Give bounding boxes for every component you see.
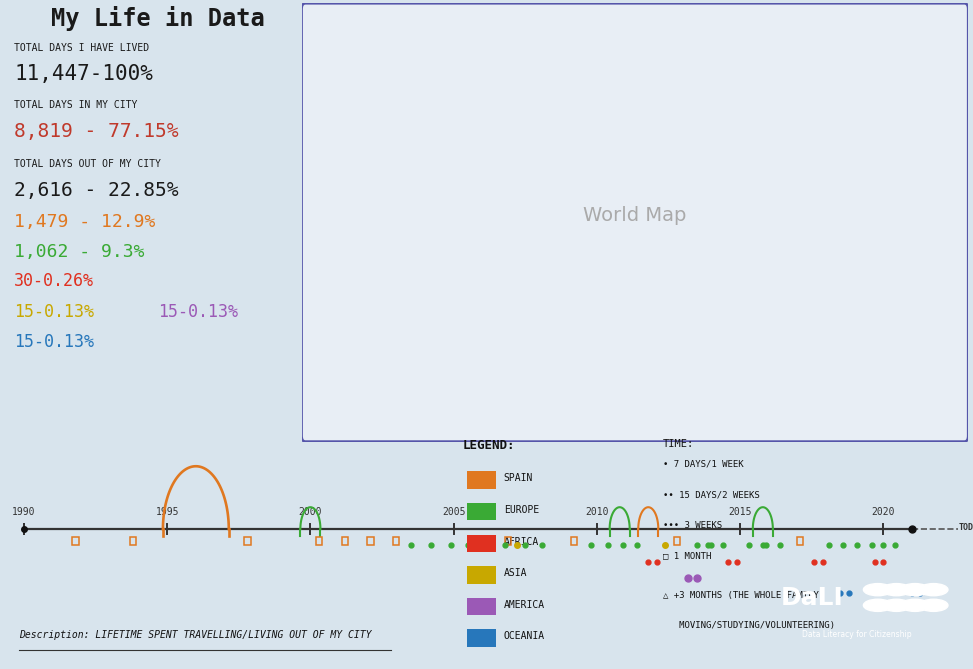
Circle shape	[863, 583, 892, 595]
Bar	[129, 537, 136, 545]
Text: TOTAL DAYS IN MY CITY: TOTAL DAYS IN MY CITY	[14, 100, 137, 110]
Bar	[244, 537, 251, 545]
Text: 2000: 2000	[299, 506, 322, 516]
Text: My Life in Data: My Life in Data	[52, 6, 265, 31]
Text: 2010: 2010	[585, 506, 608, 516]
Bar	[467, 630, 496, 647]
Text: □ 1 MONTH: □ 1 MONTH	[663, 551, 711, 560]
Text: 15-0.13%: 15-0.13%	[14, 302, 94, 320]
Text: EUROPE: EUROPE	[504, 505, 539, 515]
Text: TOTAL DAYS OUT OF MY CITY: TOTAL DAYS OUT OF MY CITY	[14, 159, 161, 169]
Text: MOVING/STUDYING/VOLUNTEERING): MOVING/STUDYING/VOLUNTEERING)	[663, 622, 835, 630]
Text: Data Literacy for Citizenship: Data Literacy for Citizenship	[803, 630, 912, 640]
Bar	[467, 598, 496, 615]
FancyBboxPatch shape	[302, 3, 968, 442]
Bar	[316, 537, 322, 545]
Bar	[673, 537, 680, 545]
Text: 15-0.13%: 15-0.13%	[14, 333, 94, 351]
Circle shape	[882, 599, 911, 611]
Circle shape	[919, 599, 948, 611]
Text: AMERICA: AMERICA	[504, 600, 545, 609]
Text: AFRICA: AFRICA	[504, 537, 539, 547]
Bar	[571, 537, 577, 545]
Text: TIME:: TIME:	[663, 439, 694, 448]
Bar	[797, 537, 803, 545]
Text: 1990: 1990	[13, 506, 36, 516]
Text: 1,062 - 9.3%: 1,062 - 9.3%	[14, 243, 145, 261]
Bar	[505, 537, 511, 545]
Circle shape	[863, 599, 892, 611]
Text: Description: LIFETIME SPENT TRAVELLING/LIVING OUT OF MY CITY: Description: LIFETIME SPENT TRAVELLING/L…	[19, 630, 372, 640]
Bar	[467, 566, 496, 583]
Circle shape	[901, 599, 929, 611]
Text: World Map: World Map	[583, 206, 687, 225]
Text: 2005: 2005	[442, 506, 465, 516]
Text: DaLI: DaLI	[780, 586, 844, 610]
Bar	[72, 537, 79, 545]
Text: • 7 DAYS/1 WEEK: • 7 DAYS/1 WEEK	[663, 460, 743, 469]
Text: OCEANIA: OCEANIA	[504, 632, 545, 642]
Text: 1,479 - 12.9%: 1,479 - 12.9%	[14, 213, 156, 231]
Circle shape	[919, 583, 948, 595]
Text: 15-0.13%: 15-0.13%	[158, 302, 238, 320]
Circle shape	[901, 583, 929, 595]
Text: ASIA: ASIA	[504, 568, 527, 578]
Bar	[368, 537, 374, 545]
Text: 2,616 - 22.85%: 2,616 - 22.85%	[14, 181, 179, 200]
Bar	[467, 472, 496, 489]
Text: TOTAL DAYS I HAVE LIVED: TOTAL DAYS I HAVE LIVED	[14, 43, 149, 54]
Text: 2020: 2020	[872, 506, 895, 516]
Circle shape	[882, 583, 911, 595]
Bar	[393, 537, 400, 545]
Bar	[342, 537, 348, 545]
Bar	[467, 503, 496, 520]
Text: ••• 3 WEEKS: ••• 3 WEEKS	[663, 520, 722, 530]
Text: 30-0.26%: 30-0.26%	[14, 272, 94, 290]
Text: •• 15 DAYS/2 WEEKS: •• 15 DAYS/2 WEEKS	[663, 490, 760, 499]
Text: 1995: 1995	[156, 506, 179, 516]
Text: △ +3 MONTHS (THE WHOLE FAMILY: △ +3 MONTHS (THE WHOLE FAMILY	[663, 591, 819, 600]
Text: 11,447-100%: 11,447-100%	[14, 64, 153, 84]
Text: SPAIN: SPAIN	[504, 474, 533, 483]
Text: LEGEND:: LEGEND:	[463, 439, 515, 452]
Text: TODAY: TODAY	[959, 523, 973, 533]
Bar	[467, 535, 496, 552]
Text: 8,819 - 77.15%: 8,819 - 77.15%	[14, 122, 179, 141]
Text: 2015: 2015	[728, 506, 752, 516]
